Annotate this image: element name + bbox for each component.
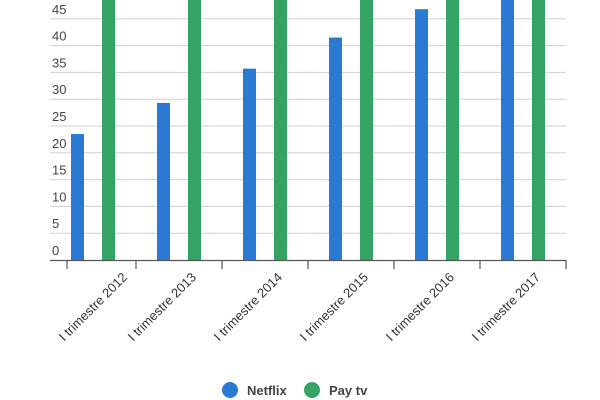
legend-item-pay-tv[interactable]: Pay tv xyxy=(304,382,368,398)
bar-netflix[interactable] xyxy=(71,134,84,260)
bar-netflix[interactable] xyxy=(329,37,342,261)
y-tick-label: 15 xyxy=(52,163,66,178)
y-tick-label: 20 xyxy=(52,136,66,151)
bar-pay-tv[interactable] xyxy=(102,0,115,260)
legend-label: Netflix xyxy=(247,383,288,398)
y-tick-label: 30 xyxy=(52,82,66,97)
y-tick-label: 10 xyxy=(52,189,66,204)
x-tick-label: I trimestre 2012 xyxy=(56,270,130,344)
legend[interactable]: Netflix Pay tv xyxy=(222,382,368,398)
y-tick-label: 35 xyxy=(52,55,66,70)
legend-swatch xyxy=(222,382,238,398)
x-axis xyxy=(50,259,567,269)
legend-swatch xyxy=(304,382,320,398)
bar-netflix[interactable] xyxy=(157,102,170,261)
y-axis-tick-labels: 0 5 10 15 20 25 30 35 40 45 xyxy=(52,2,66,258)
legend-item-netflix[interactable]: Netflix xyxy=(222,382,288,398)
x-tick-label: I trimestre 2016 xyxy=(383,270,457,344)
bar-netflix[interactable] xyxy=(243,68,256,260)
bar-pay-tv[interactable] xyxy=(532,0,545,260)
bar-pay-tv[interactable] xyxy=(446,0,459,260)
y-tick-label: 0 xyxy=(52,243,59,258)
y-tick-label: 45 xyxy=(52,2,66,17)
y-tick-label: 5 xyxy=(52,216,59,231)
bar-netflix[interactable] xyxy=(415,9,428,261)
legend-label: Pay tv xyxy=(329,383,368,398)
x-tick-label: I trimestre 2017 xyxy=(469,270,543,344)
bar-pay-tv[interactable] xyxy=(360,0,373,260)
gridlines xyxy=(50,18,566,234)
bar-pay-tv[interactable] xyxy=(188,0,201,260)
x-tick-label: I trimestre 2014 xyxy=(211,270,285,344)
y-tick-label: 40 xyxy=(52,29,66,44)
bars xyxy=(71,0,545,261)
bar-netflix[interactable] xyxy=(501,0,514,260)
x-tick-label: I trimestre 2013 xyxy=(125,270,199,344)
bar-pay-tv[interactable] xyxy=(274,0,287,260)
x-tick-label: I trimestre 2015 xyxy=(297,270,371,344)
y-tick-label: 25 xyxy=(52,109,66,124)
